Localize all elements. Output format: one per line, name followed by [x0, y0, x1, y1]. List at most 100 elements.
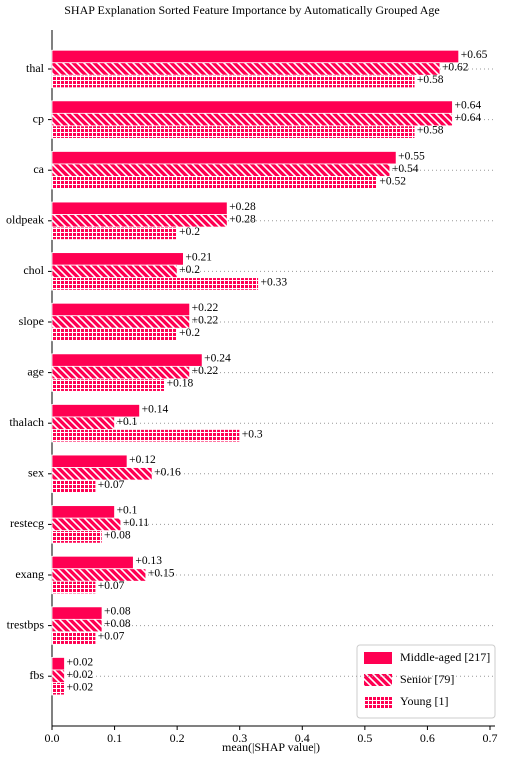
- value-label: +0.1: [117, 505, 138, 517]
- value-label: +0.54: [392, 163, 419, 175]
- bar: [51, 327, 178, 342]
- bar: [51, 555, 134, 570]
- bar: [51, 125, 416, 139]
- legend-swatch: [364, 674, 392, 686]
- x-axis-label: mean(|SHAP value|): [222, 740, 320, 754]
- value-label: +0.3: [242, 428, 263, 440]
- legend-swatch: [364, 696, 392, 708]
- bar: [51, 657, 65, 671]
- value-label: +0.64: [454, 100, 481, 112]
- bar: [51, 302, 191, 317]
- bar: [51, 454, 128, 468]
- legend: Middle-aged [217] Senior [79] Young [1]: [356, 644, 496, 719]
- y-tick-label: exang: [15, 567, 44, 581]
- legend-label: Young [1]: [400, 694, 448, 708]
- x-tick-label: 0.2: [170, 731, 185, 745]
- bar: [51, 580, 97, 595]
- bar: [51, 353, 203, 367]
- bar: [51, 682, 65, 696]
- bar: [51, 505, 115, 519]
- value-label: +0.07: [98, 631, 125, 643]
- value-label: +0.07: [98, 580, 125, 592]
- bar: [51, 252, 184, 266]
- value-label: +0.55: [398, 150, 425, 162]
- x-tick-label: 0.7: [483, 731, 498, 745]
- bar: [51, 62, 441, 76]
- bar: [51, 226, 178, 240]
- y-tick-label: sex: [28, 466, 44, 480]
- legend-label: Middle-aged [217]: [400, 650, 490, 664]
- legend-label: Senior [79]: [400, 672, 454, 686]
- bar: [51, 151, 397, 165]
- value-label: +0.2: [179, 264, 200, 276]
- value-label: +0.02: [67, 656, 94, 668]
- value-label: +0.11: [123, 517, 149, 529]
- bar: [51, 429, 241, 443]
- y-tick-label: age: [27, 364, 44, 378]
- bar: [51, 163, 391, 177]
- x-tick-label: 0.4: [295, 731, 310, 745]
- bar: [51, 467, 153, 481]
- x-tick-label: 0.3: [232, 731, 247, 745]
- y-tick-label: trestbps: [7, 617, 45, 631]
- bar: [51, 112, 453, 127]
- value-label: +0.2: [179, 226, 200, 238]
- value-label: +0.65: [461, 49, 488, 61]
- x-tick-label: 0.0: [45, 731, 60, 745]
- value-label: +0.58: [417, 125, 444, 137]
- y-tick-label: ca: [33, 162, 44, 176]
- x-tick-label: 0.6: [420, 731, 435, 745]
- value-label: +0.58: [417, 74, 444, 86]
- value-label: +0.52: [379, 175, 406, 187]
- value-label: +0.15: [148, 568, 175, 580]
- value-label: +0.07: [98, 479, 125, 491]
- y-tick-label: chol: [23, 263, 44, 277]
- value-label: +0.18: [167, 378, 194, 390]
- bar: [51, 277, 259, 291]
- value-label: +0.08: [104, 618, 131, 630]
- bar: [51, 264, 178, 279]
- value-label: +0.14: [142, 403, 169, 415]
- bar: [51, 49, 460, 64]
- value-label: +0.22: [192, 302, 219, 314]
- value-label: +0.21: [185, 252, 212, 264]
- bar: [51, 378, 166, 392]
- bar: [51, 568, 147, 582]
- value-label: +0.13: [135, 555, 162, 567]
- value-label: +0.02: [67, 681, 94, 693]
- bar: [51, 74, 416, 89]
- bar: [51, 176, 378, 190]
- value-label: +0.28: [229, 213, 256, 225]
- y-tick-label: thal: [26, 61, 45, 75]
- value-label: +0.02: [67, 669, 94, 681]
- bar: [51, 201, 228, 215]
- legend-swatch: [364, 652, 392, 664]
- value-label: +0.22: [192, 315, 219, 327]
- bar: [51, 100, 453, 114]
- bar: [51, 606, 103, 620]
- value-label: +0.1: [117, 416, 138, 428]
- value-label: +0.16: [154, 466, 181, 478]
- bar: [51, 618, 103, 633]
- value-label: +0.08: [104, 606, 131, 618]
- bar: [51, 530, 103, 544]
- y-tick-label: cp: [33, 111, 44, 125]
- y-tick-label: slope: [19, 314, 44, 328]
- bar: [51, 669, 65, 683]
- value-label: +0.28: [229, 201, 256, 213]
- y-tick-label: fbs: [29, 668, 44, 682]
- chart-title: SHAP Explanation Sorted Feature Importan…: [64, 3, 439, 17]
- bar: [51, 416, 115, 430]
- bar: [51, 631, 97, 645]
- value-label: +0.62: [442, 62, 469, 74]
- value-label: +0.64: [454, 112, 481, 124]
- value-label: +0.2: [179, 327, 200, 339]
- bar: [51, 315, 191, 329]
- value-label: +0.24: [204, 353, 231, 365]
- value-label: +0.33: [260, 277, 287, 289]
- value-label: +0.22: [192, 365, 219, 377]
- y-tick-label: oldpeak: [6, 213, 44, 227]
- y-tick-label: restecg: [10, 516, 44, 530]
- value-label: +0.12: [129, 454, 156, 466]
